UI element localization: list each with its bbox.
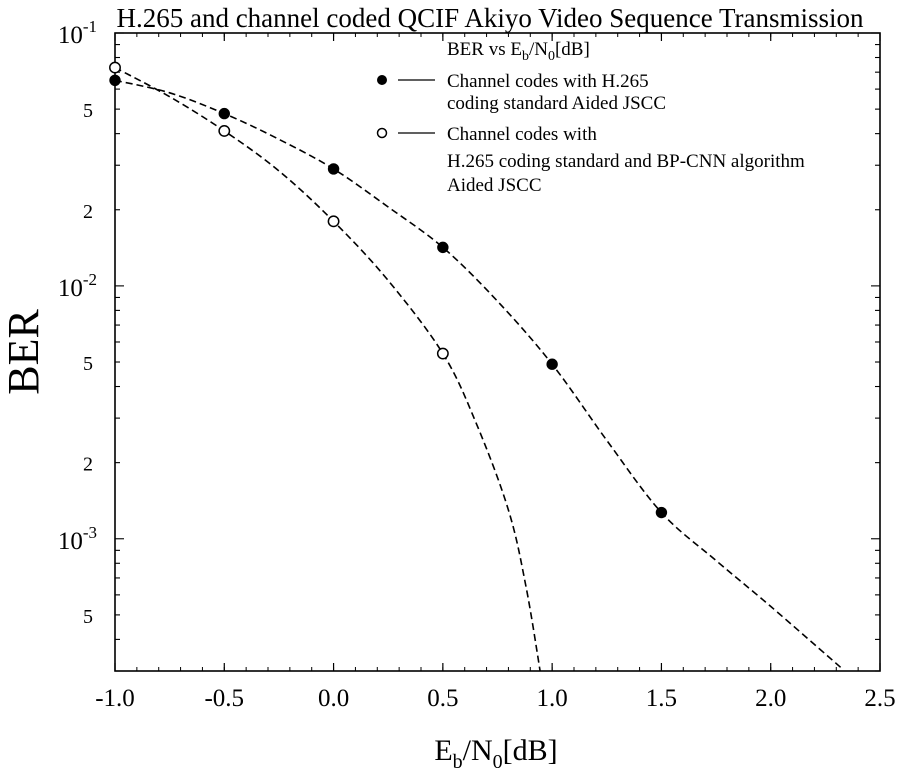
series-1-point [655, 506, 668, 519]
legend-open-circle-marker [376, 127, 388, 139]
legend-title: BER vs Eb/N0[dB] [447, 39, 590, 64]
legend-filled-circle-marker [377, 75, 387, 85]
x-tick-label: 2.0 [755, 685, 786, 712]
series-1-curve [114, 79, 842, 669]
series-1-point [109, 74, 121, 87]
y-minor-label: 2 [83, 454, 93, 476]
y-minor-label: 5 [83, 606, 93, 628]
y-axis-label: BER [0, 309, 48, 395]
series-1-point [437, 241, 449, 254]
x-tick-label: 0.0 [318, 685, 349, 712]
x-tick-label: 2.5 [864, 685, 895, 712]
series-2-point [436, 347, 449, 360]
y-minor-label: 5 [83, 100, 93, 122]
legend: BER vs Eb/N0[dB] Channel codes with H.26… [376, 39, 805, 196]
y-tick-labels: 10-1 10-2 10-3 5 2 5 2 5 [58, 17, 97, 628]
y-minor-label: 5 [83, 353, 93, 375]
legend-series-1-label-line-1: Channel codes with H.265 [447, 71, 649, 92]
x-tick-label: -1.0 [95, 685, 135, 712]
plot-frame [114, 32, 881, 672]
chart-title: H.265 and channel coded QCIF Akiyo Video… [116, 3, 864, 33]
legend-series-1-label-line-2: coding standard Aided JSCC [447, 93, 666, 114]
series-2-point [327, 215, 340, 228]
series-2-curve [114, 66, 541, 672]
series-1-point [546, 358, 558, 370]
x-tick-label: 1.0 [537, 685, 568, 712]
axes [114, 32, 881, 672]
legend-series-2-label-line-2: H.265 coding standard and BP-CNN algorit… [447, 151, 805, 172]
x-axis-label: Eb/N0[dB] [434, 734, 557, 770]
series-2-point [109, 61, 121, 74]
series-curves [114, 66, 842, 672]
series-1-point [218, 107, 230, 120]
legend-series-2-label-line-3: Aided JSCC [447, 175, 542, 196]
y-decade-label: 10-3 [58, 523, 97, 555]
series-markers [109, 61, 668, 519]
y-minor-label: 2 [83, 201, 93, 223]
y-decade-label: 10-1 [58, 17, 97, 49]
x-tick-labels: -1.0 -0.5 0.0 0.5 1.0 1.5 2.0 2.5 [95, 685, 895, 712]
x-tick-label: 1.5 [646, 685, 677, 712]
y-decade-label: 10-2 [58, 270, 97, 302]
x-tick-label: 0.5 [427, 685, 458, 712]
legend-series-2-label-line-1: Channel codes with [447, 124, 597, 145]
x-tick-label: -0.5 [204, 685, 244, 712]
series-1-point [327, 163, 340, 175]
series-2-point [218, 124, 231, 137]
